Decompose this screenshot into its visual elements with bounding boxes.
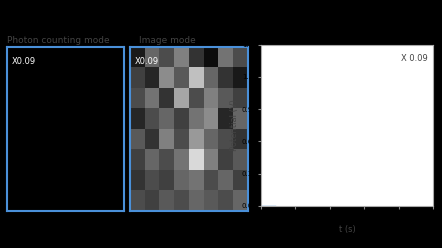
- Text: X0.09: X0.09: [11, 57, 35, 66]
- Text: X0.09: X0.09: [135, 57, 159, 66]
- Y-axis label: Potential (V): Potential (V): [230, 99, 239, 151]
- Text: Photon counting mode: Photon counting mode: [7, 35, 109, 45]
- Text: Image mode: Image mode: [139, 35, 196, 45]
- X-axis label: t (s): t (s): [339, 225, 355, 234]
- Text: X 0.09: X 0.09: [401, 54, 428, 63]
